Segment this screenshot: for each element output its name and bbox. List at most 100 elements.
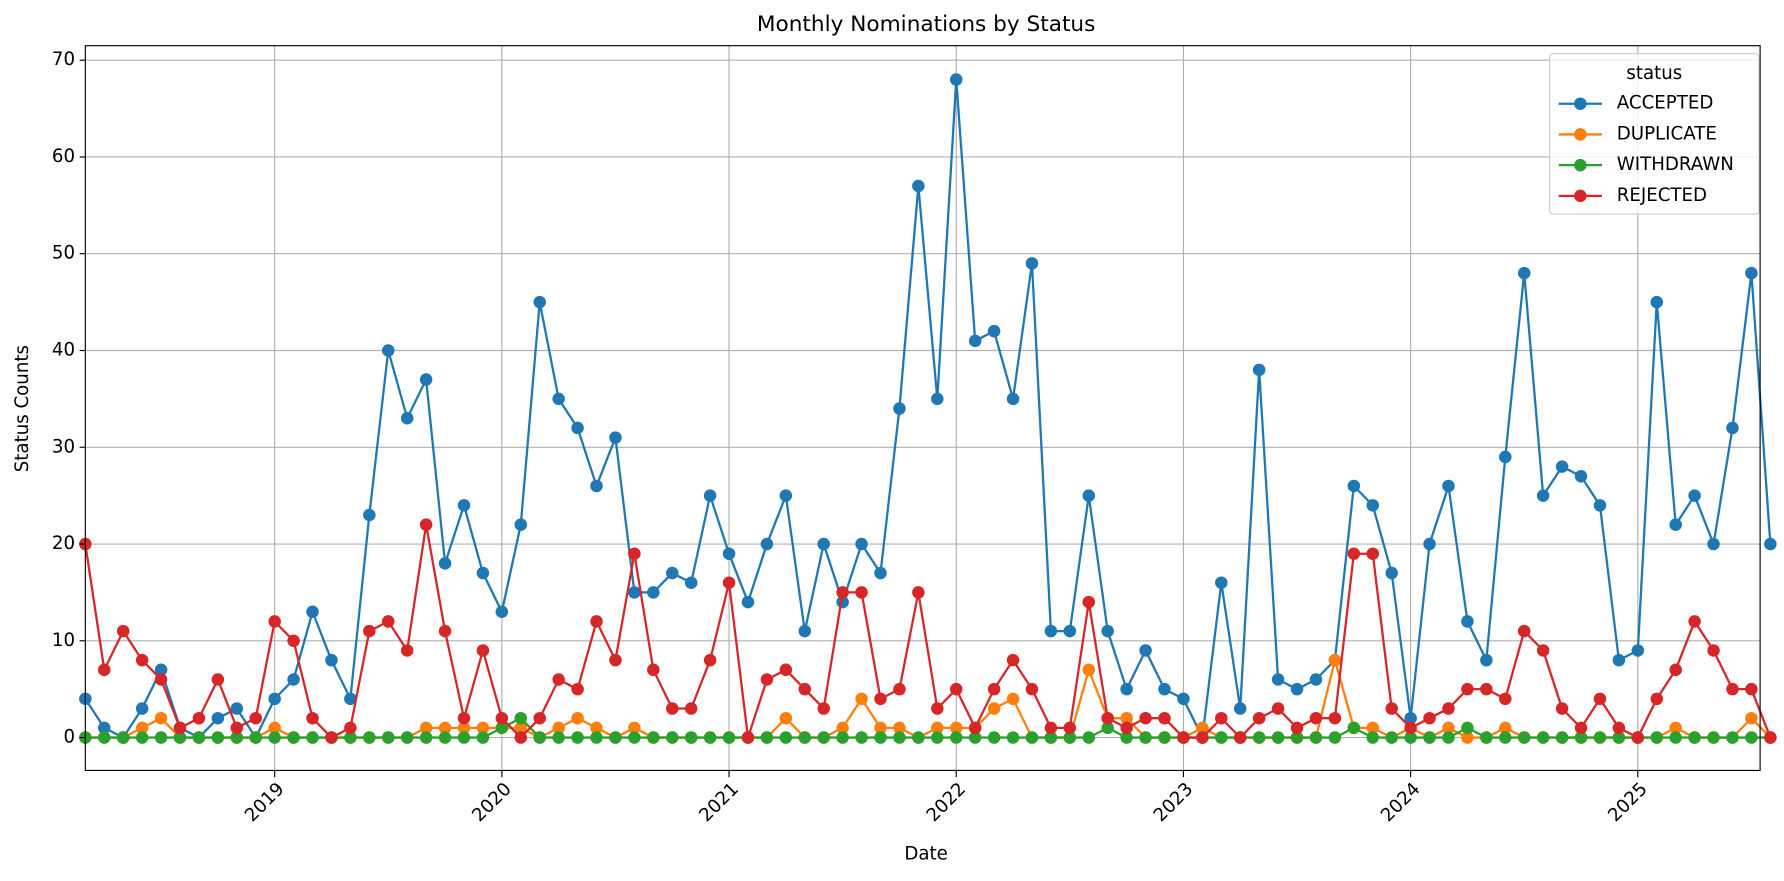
legend-marker	[1574, 97, 1587, 110]
data-point	[1764, 537, 1777, 551]
data-point	[116, 731, 130, 744]
data-point	[855, 731, 868, 744]
data-point	[590, 479, 603, 493]
data-point	[306, 731, 319, 744]
data-point	[552, 721, 565, 735]
data-point	[1252, 731, 1266, 744]
series-line	[84, 79, 1772, 742]
data-point	[1347, 479, 1361, 493]
data-point	[949, 73, 963, 86]
data-point	[1555, 731, 1569, 744]
legend-label: ACCEPTED	[1617, 93, 1714, 114]
data-point	[628, 731, 641, 744]
data-point	[476, 731, 490, 744]
data-point	[722, 731, 736, 744]
data-point	[287, 731, 300, 744]
data-point	[419, 721, 433, 735]
data-point	[476, 721, 490, 735]
data-point	[703, 489, 717, 502]
data-point	[647, 731, 660, 744]
data-point	[514, 731, 528, 744]
data-point	[1006, 692, 1020, 706]
data-point	[874, 566, 887, 580]
axes-frame	[84, 45, 1761, 772]
data-point	[874, 692, 887, 706]
data-point	[949, 731, 963, 744]
data-point	[1555, 460, 1569, 473]
data-point	[1707, 537, 1720, 551]
data-point	[1764, 731, 1777, 744]
data-point	[1688, 489, 1701, 502]
data-point	[760, 673, 774, 686]
data-point	[1063, 721, 1077, 735]
data-point	[1290, 731, 1304, 744]
data-point	[514, 711, 528, 725]
legend-title: status	[1626, 63, 1682, 84]
legend-box	[1549, 53, 1760, 215]
data-point	[1631, 731, 1645, 744]
data-point	[400, 731, 414, 744]
data-point	[1271, 673, 1285, 686]
y-tick-label: 60	[52, 146, 75, 167]
data-point	[1006, 653, 1020, 667]
x-axis-label: Date	[904, 844, 947, 865]
y-tick-label: 70	[52, 49, 75, 70]
data-point	[1385, 731, 1398, 744]
data-point	[1215, 711, 1228, 725]
data-point	[1612, 731, 1626, 744]
data-point	[1101, 624, 1114, 638]
data-point	[1745, 266, 1758, 280]
data-point	[1423, 537, 1436, 551]
data-point	[325, 731, 338, 744]
data-point	[760, 537, 774, 551]
data-point	[760, 731, 774, 744]
legend-label: WITHDRAWN	[1617, 154, 1734, 175]
data-point	[1517, 731, 1531, 744]
data-point	[1499, 721, 1512, 735]
data-point	[1177, 731, 1190, 744]
data-point	[1120, 721, 1133, 735]
data-point	[1101, 721, 1114, 735]
data-point	[855, 586, 868, 599]
y-tick-label: 10	[52, 630, 75, 651]
data-point	[211, 711, 225, 725]
data-point	[931, 731, 944, 744]
data-point	[495, 721, 509, 735]
data-point	[438, 624, 452, 638]
data-point	[1593, 731, 1607, 744]
data-point	[1139, 644, 1152, 657]
data-point	[1536, 731, 1550, 744]
data-point	[1669, 731, 1682, 744]
data-point	[1745, 731, 1758, 744]
data-point	[836, 731, 849, 744]
data-point	[1726, 682, 1739, 696]
chart-title: Monthly Nominations by Status	[757, 12, 1096, 37]
data-point	[1480, 682, 1493, 696]
data-point	[1366, 721, 1380, 735]
data-point	[741, 731, 755, 744]
data-point	[1233, 702, 1247, 715]
data-point	[855, 537, 868, 551]
data-point	[154, 673, 168, 686]
data-point	[363, 508, 376, 522]
data-point	[1347, 547, 1361, 560]
data-point	[1745, 711, 1758, 725]
data-point	[1423, 731, 1436, 744]
data-point	[968, 721, 982, 735]
y-axis-label: Status Counts	[12, 345, 33, 472]
data-point	[381, 344, 395, 357]
data-point	[211, 731, 225, 744]
data-point	[1745, 682, 1758, 696]
data-point	[1139, 731, 1152, 744]
data-point	[1082, 489, 1096, 502]
data-point	[874, 731, 887, 744]
y-tick-label: 0	[64, 727, 76, 748]
data-point	[779, 731, 793, 744]
data-point	[1461, 721, 1474, 735]
data-point	[1120, 711, 1133, 725]
data-point	[855, 692, 868, 706]
data-point	[1385, 702, 1398, 715]
data-point	[268, 615, 281, 628]
data-point	[419, 373, 433, 386]
